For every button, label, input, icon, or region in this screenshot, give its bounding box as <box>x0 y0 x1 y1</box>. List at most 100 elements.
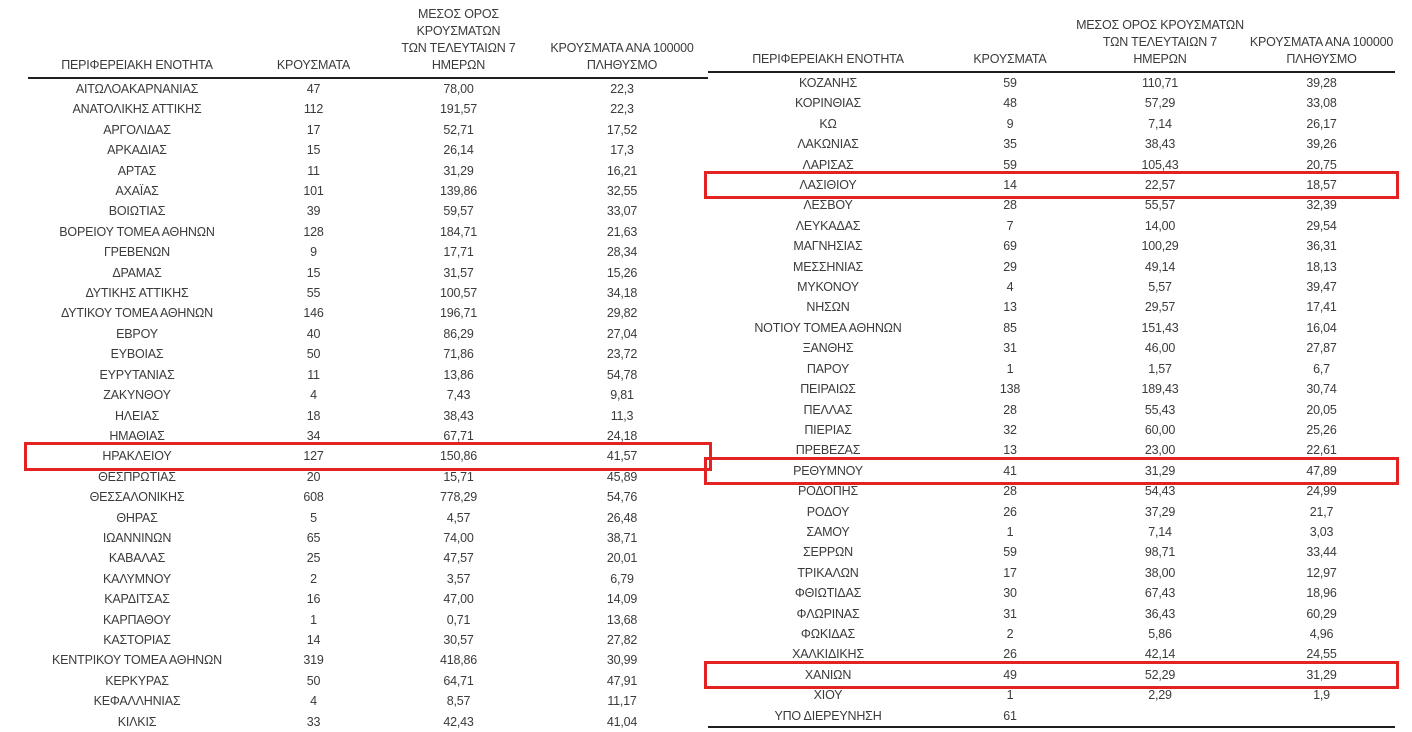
region-cell: ΖΑΚΥΝΘΟΥ <box>103 388 171 403</box>
table-row: ΒΟΡΕΙΟΥ ΤΟΜΕΑ ΑΘΗΝΩΝ 128 184,71 21,63 <box>28 222 708 242</box>
table-row: ΓΡΕΒΕΝΩΝ 9 17,71 28,34 <box>28 242 708 262</box>
per100k-cell: 54,78 <box>606 367 638 382</box>
region-cell: ΚΟΖΑΝΗΣ <box>798 76 858 90</box>
per100k-cell: 33,44 <box>1306 545 1337 560</box>
per100k-cell: 36,31 <box>1306 239 1337 254</box>
avg7-cell: 55,43 <box>1144 402 1176 417</box>
cases-cell: 41 <box>1003 463 1017 478</box>
per100k-cell: 30,74 <box>1306 382 1337 397</box>
region-cell: ΕΥΡΥΤΑΝΙΑΣ <box>99 367 175 382</box>
per100k-cell: 45,89 <box>606 469 638 484</box>
cases-cell: 26 <box>1003 647 1017 662</box>
region-cell: ΒΟΡΕΙΟΥ ΤΟΜΕΑ ΑΘΗΝΩΝ <box>59 224 215 239</box>
per100k-cell: 12,97 <box>1306 565 1337 580</box>
cases-cell: 85 <box>1003 320 1017 335</box>
cases-cell: 7 <box>1006 218 1014 233</box>
table-row: ΚΑΡΠΑΘΟΥ 1 0,71 13,68 <box>28 610 708 630</box>
per100k-cell: 30,99 <box>606 653 638 668</box>
table-row: ΚΑΣΤΟΡΙΑΣ 14 30,57 27,82 <box>28 630 708 650</box>
avg7-cell: 0,71 <box>446 612 471 627</box>
region-cell: ΗΛΕΙΑΣ <box>114 408 160 423</box>
table-row: ΙΩΑΝΝΙΝΩΝ 65 74,00 38,71 <box>28 528 708 548</box>
per100k-cell: 60,29 <box>1306 606 1337 621</box>
avg7-cell: 23,00 <box>1144 443 1176 458</box>
table-row: ΑΧΑΪΑΣ 101 139,86 32,55 <box>28 181 708 201</box>
avg7-cell: 52,29 <box>1144 667 1176 682</box>
cases-cell: 15 <box>306 143 321 158</box>
per100k-cell: 18,13 <box>1306 259 1337 274</box>
avg7-cell: 4,57 <box>446 510 471 525</box>
cases-cell: 29 <box>1003 259 1017 274</box>
avg7-cell: 3,57 <box>446 571 471 586</box>
cases-cell: 4 <box>310 388 317 403</box>
table-row: ΡΟΔΟΠΗΣ 28 54,43 24,99 <box>708 481 1395 501</box>
cases-cell: 48 <box>1003 96 1017 111</box>
region-cell: ΥΠΟ ΔΙΕΡΕΥΝΗΣΗ <box>708 705 948 729</box>
per100k-cell: 32,55 <box>606 184 638 199</box>
table-row: ΧΙΟΥ 1 2,29 1,9 <box>708 685 1395 705</box>
cases-cell: 49 <box>1003 667 1017 682</box>
table-row: ΛΕΣΒΟΥ 28 55,57 32,39 <box>708 195 1395 215</box>
region-cell: ΔΡΑΜΑΣ <box>112 265 162 280</box>
region-cell: ΑΙΤΩΛΟΑΚΑΡΝΑΝΙΑΣ <box>75 82 199 96</box>
table-row: ΚΩ 9 7,14 26,17 <box>708 114 1395 134</box>
region-cell: ΦΛΩΡΙΝΑΣ <box>796 606 860 621</box>
table-row: ΣΑΜΟΥ 1 7,14 3,03 <box>708 522 1395 542</box>
cases-cell: 50 <box>306 347 321 362</box>
table-row: ΝΟΤΙΟΥ ΤΟΜΕΑ ΑΘΗΝΩΝ 85 151,43 16,04 <box>708 318 1395 338</box>
region-cell: ΧΑΝΙΩΝ <box>804 667 852 682</box>
region-cell: ΝΟΤΙΟΥ ΤΟΜΕΑ ΑΘΗΝΩΝ <box>754 320 902 335</box>
region-cell: ΚΑΣΤΟΡΙΑΣ <box>103 632 171 647</box>
region-cell: ΔΥΤΙΚΟΥ ΤΟΜΕΑ ΑΘΗΝΩΝ <box>60 306 214 321</box>
table-row: ΚΟΖΑΝΗΣ 59 110,71 39,28 <box>708 72 1395 93</box>
cases-cell: 59 <box>1003 76 1017 90</box>
cases-cell: 35 <box>1003 137 1017 152</box>
region-cell: ΑΡΤΑΣ <box>117 163 157 178</box>
cases-cell: 34 <box>306 428 321 443</box>
regions-table-right: ΠΕΡΙΦΕΡΕΙΑΚΗ ΕΝΟΤΗΤΑ ΚΡΟΥΣΜΑΤΑ ΜΕΣΟΣ ΟΡΟ… <box>704 6 1399 729</box>
avg7-cell: 139,86 <box>439 184 478 199</box>
cases-cell: 17 <box>1003 565 1017 580</box>
avg7-cell: 7,43 <box>446 388 471 403</box>
cases-cell: 127 <box>303 449 324 464</box>
per100k-cell: 39,26 <box>1306 137 1337 152</box>
per100k-cell: 16,04 <box>1306 320 1337 335</box>
table-row: ΑΙΤΩΛΟΑΚΑΡΝΑΝΙΑΣ 47 78,00 22,3 <box>28 78 708 99</box>
region-cell: ΡΟΔΟΠΗΣ <box>798 484 858 499</box>
table-row-highlighted: ΛΑΣΙΘΙΟΥ 14 22,57 18,57 <box>704 170 1399 200</box>
avg7-cell: 37,29 <box>1144 504 1176 519</box>
per100k-cell: 14,09 <box>606 592 638 607</box>
region-cell: ΧΑΛΚΙΔΙΚΗΣ <box>792 647 864 662</box>
col-header-cases: ΚΡΟΥΣΜΑΤΑ <box>246 6 381 79</box>
region-cell: ΗΡΑΚΛΕΙΟΥ <box>102 449 172 464</box>
cases-cell: 1 <box>1006 524 1014 539</box>
avg7-cell: 36,43 <box>1144 606 1176 621</box>
cases-cell: 59 <box>1003 545 1017 560</box>
avg7-cell: 8,57 <box>446 694 471 709</box>
table-row: ΠΕΙΡΑΙΩΣ 138 189,43 30,74 <box>708 379 1395 399</box>
region-cell: ΚΕΡΚΥΡΑΣ <box>105 673 169 688</box>
per100k-cell: 41,57 <box>606 449 638 464</box>
region-cell: ΛΑΡΙΣΑΣ <box>802 157 854 172</box>
cases-cell: 18 <box>306 408 321 423</box>
avg7-cell: 60,00 <box>1144 422 1176 437</box>
avg7-cell: 54,43 <box>1144 484 1176 499</box>
table-row: ΞΑΝΘΗΣ 31 46,00 27,87 <box>708 338 1395 358</box>
per100k-cell: 11,17 <box>607 694 637 709</box>
cases-cell: 1 <box>310 612 317 627</box>
cases-cell: 61 <box>948 705 1072 729</box>
table-row: ΑΡΓΟΛΙΔΑΣ 17 52,71 17,52 <box>28 120 708 140</box>
cases-cell: 26 <box>1003 504 1017 519</box>
cases-cell: 17 <box>306 122 321 137</box>
col-header-avg7: ΜΕΣΟΣ ΟΡΟΣ ΚΡΟΥΣΜΑΤΩΝ ΤΩΝ ΤΕΛΕΥΤΑΙΩΝ 7 Η… <box>381 6 536 79</box>
avg7-cell: 30,57 <box>443 632 474 647</box>
region-cell: ΚΕΦΑΛΛΗΝΙΑΣ <box>93 694 181 709</box>
table-row: ΡΟΔΟΥ 26 37,29 21,7 <box>708 502 1395 522</box>
per100k-cell: 54,76 <box>606 490 638 505</box>
cases-cell: 50 <box>306 673 321 688</box>
avg7-cell: 14,00 <box>1144 218 1176 233</box>
per100k-cell: 18,96 <box>1306 586 1337 601</box>
region-cell: ΚΑΡΠΑΘΟΥ <box>103 612 171 627</box>
region-cell: ΠΡΕΒΕΖΑΣ <box>795 443 861 458</box>
region-cell: ΡΟΔΟΥ <box>806 504 850 519</box>
